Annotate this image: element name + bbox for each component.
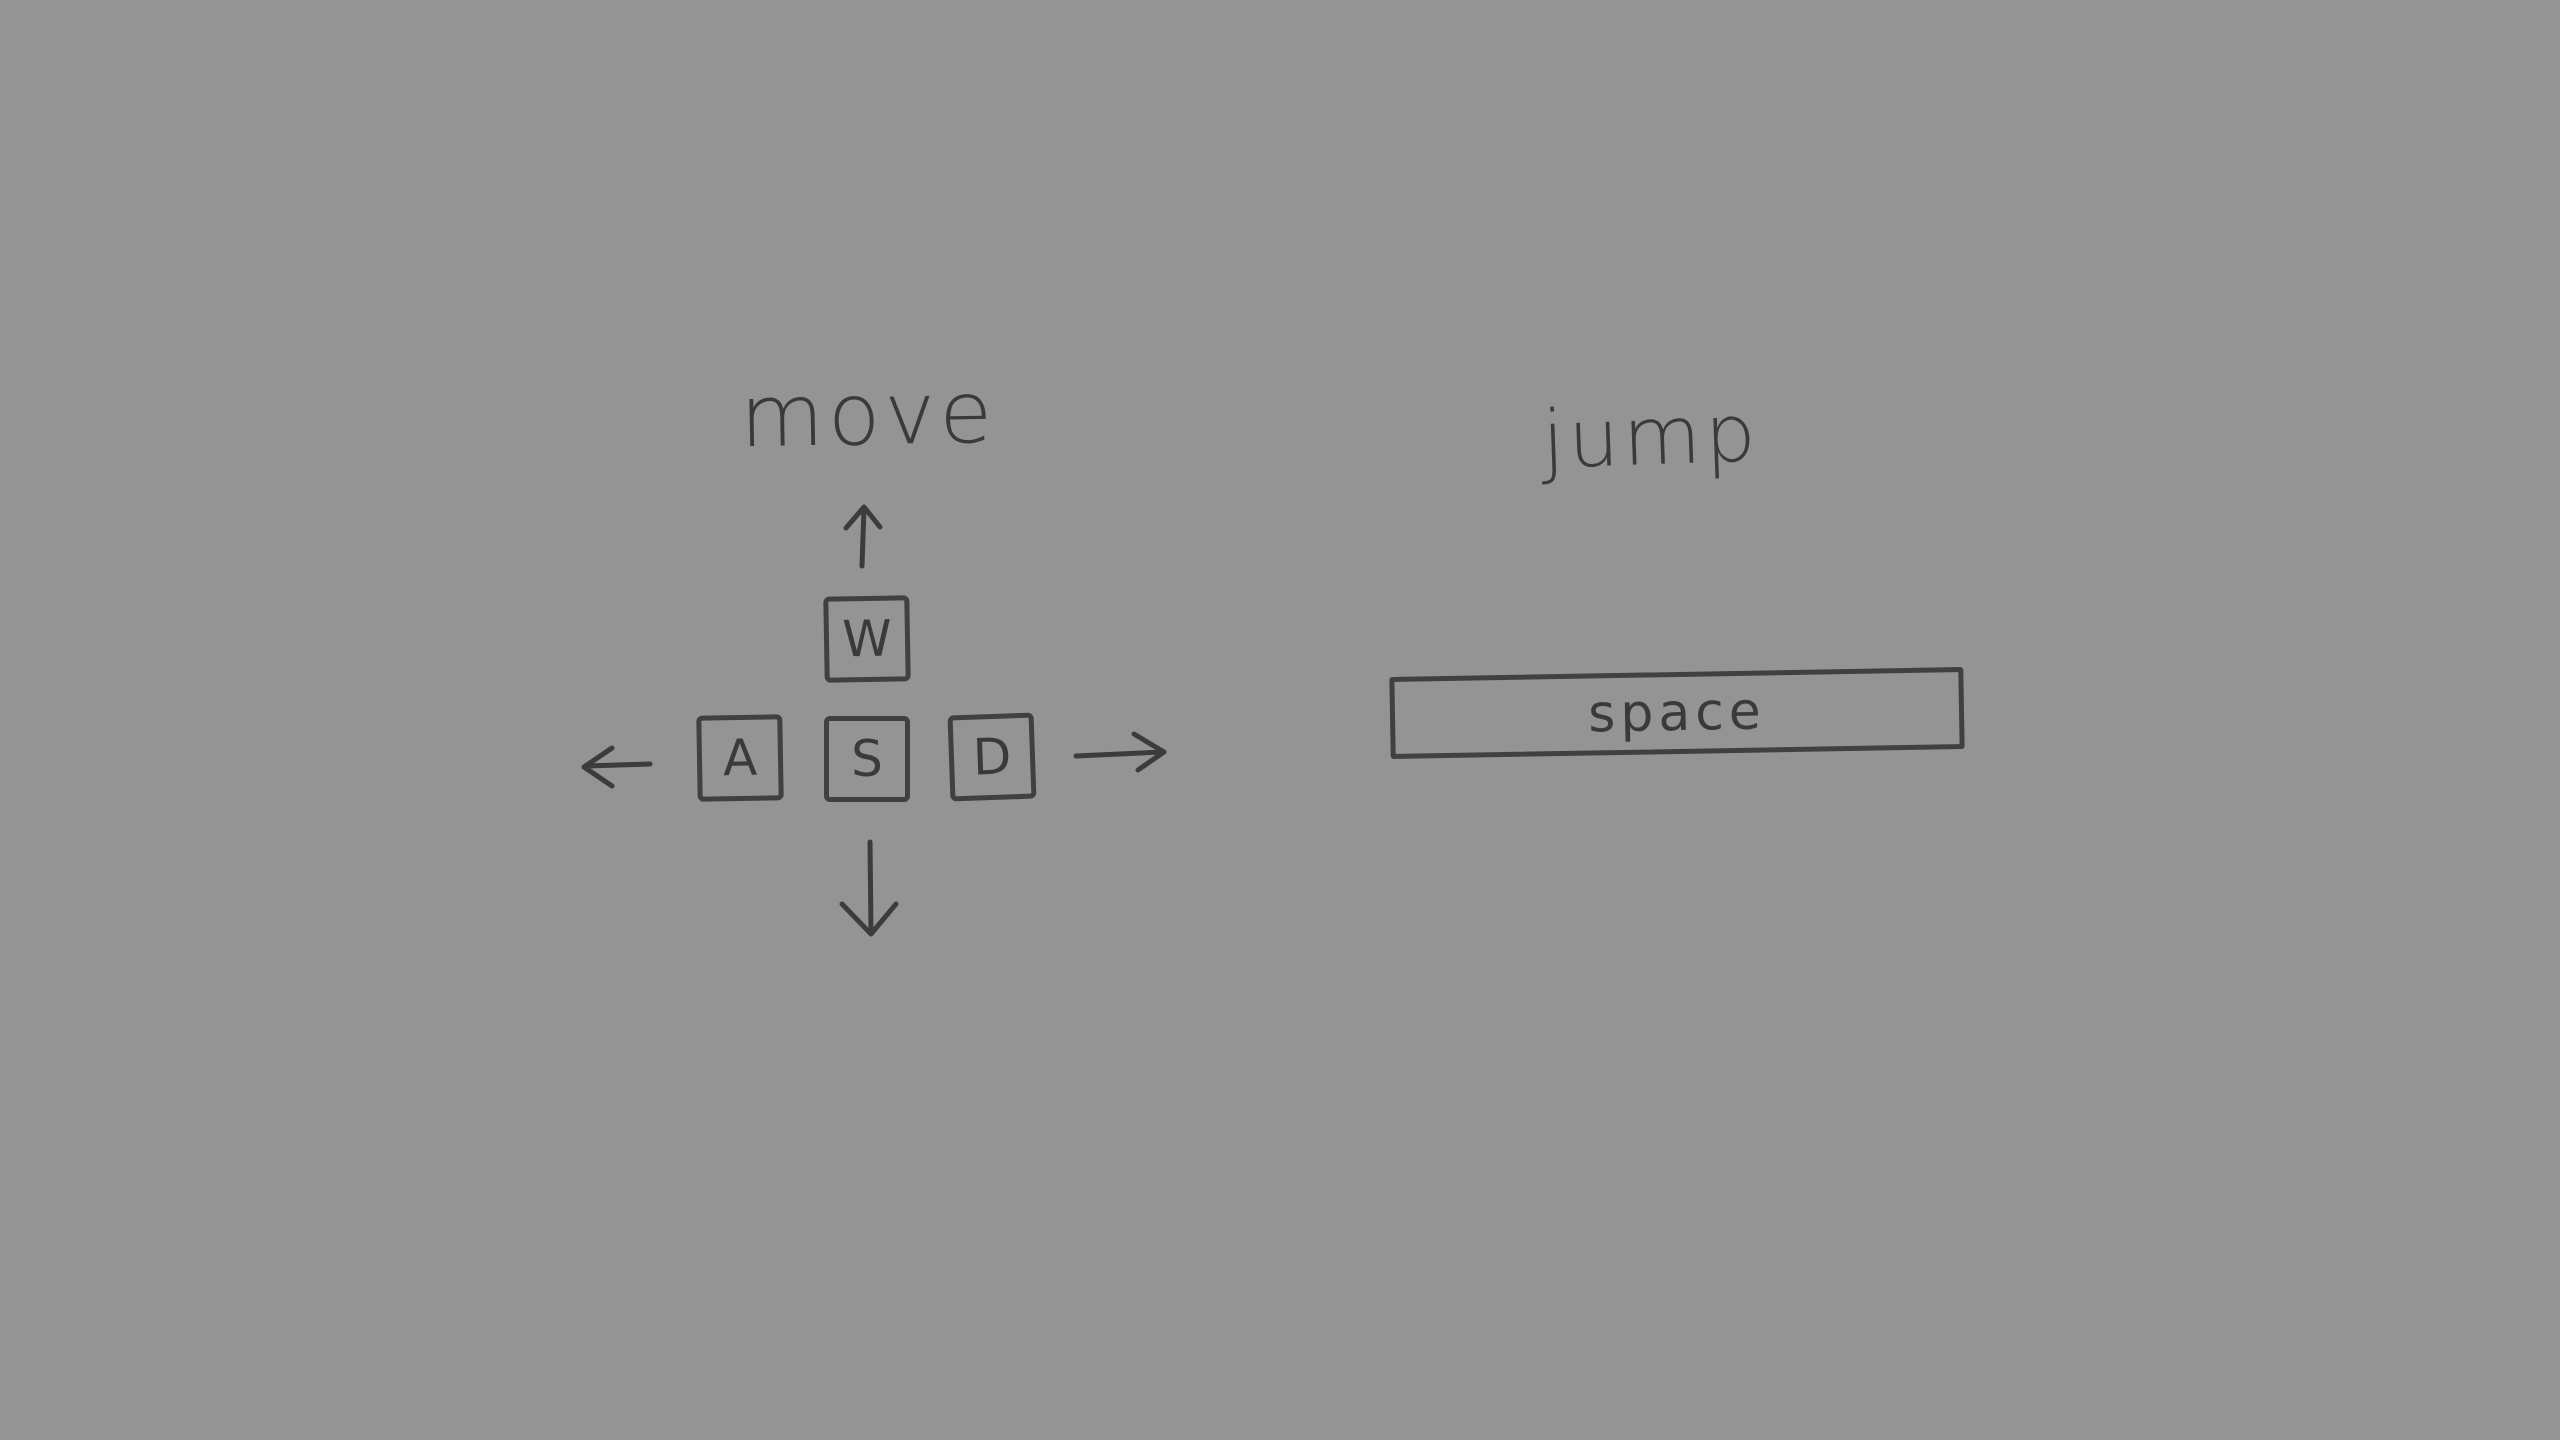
arrow-up-icon xyxy=(843,504,883,569)
key-space-label: space xyxy=(1587,681,1767,745)
key-space: space xyxy=(1389,666,1965,760)
arrow-down-icon xyxy=(839,839,899,937)
key-s: S xyxy=(824,716,910,802)
arrow-left-icon xyxy=(581,745,653,789)
arrow-right-icon xyxy=(1073,731,1167,773)
key-s-label: S xyxy=(851,730,883,788)
jump-title: jump xyxy=(1540,386,1762,487)
